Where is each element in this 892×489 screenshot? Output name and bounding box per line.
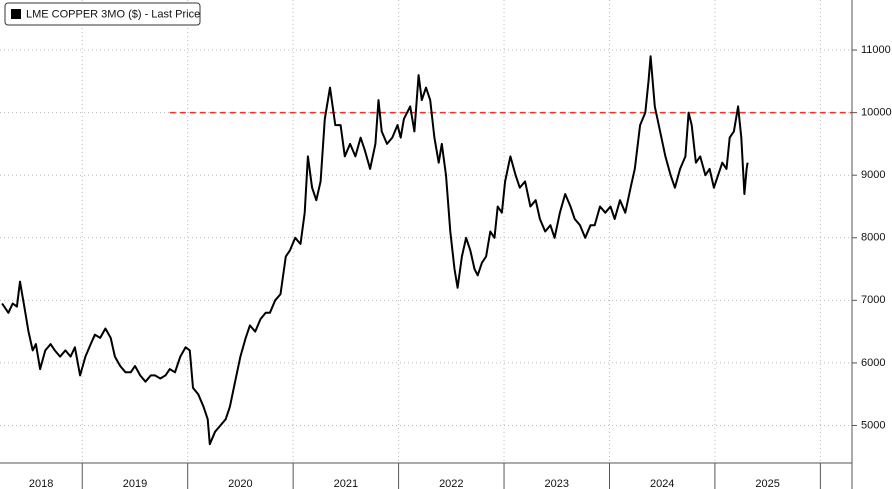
legend: LME COPPER 3MO ($) - Last Price	[4, 2, 201, 26]
y-tick-label: 6000	[861, 357, 885, 369]
x-tick-label: 2024	[650, 478, 674, 489]
x-tick-label: 2021	[334, 478, 358, 489]
y-tick-label: 8000	[861, 232, 885, 244]
x-tick-label: 2025	[755, 478, 779, 489]
y-tick-label: 11000	[861, 44, 891, 56]
legend-box	[4, 2, 201, 26]
y-tick-label: 7000	[861, 294, 885, 306]
legend-swatch	[11, 9, 21, 19]
legend-label: LME COPPER 3MO ($) - Last Price	[26, 8, 200, 20]
y-tick-label: 5000	[861, 419, 885, 431]
y-tick-label: 9000	[861, 169, 885, 181]
x-tick-label: 2018	[29, 478, 53, 489]
x-tick-label: 2022	[439, 478, 463, 489]
y-tick-label: 10000	[861, 107, 892, 119]
x-tick-label: 2019	[123, 478, 147, 489]
x-tick-label: 2020	[228, 478, 252, 489]
x-tick-label: 2023	[545, 478, 569, 489]
price-line	[1, 55, 749, 446]
